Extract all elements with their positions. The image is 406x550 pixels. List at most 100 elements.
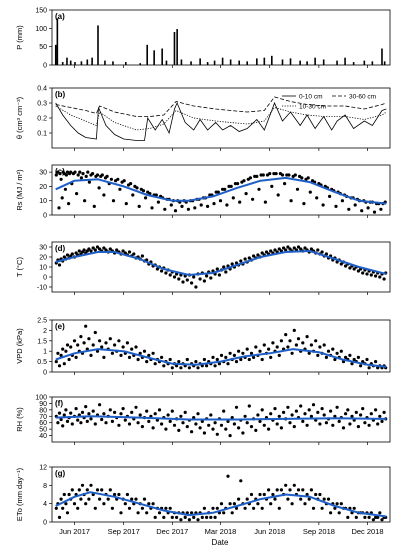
data-point-26 <box>100 345 104 349</box>
data-point-109 <box>277 414 281 418</box>
data-point-17 <box>82 248 86 252</box>
data-point-51 <box>153 412 157 416</box>
precip-bar-9 <box>97 25 99 65</box>
data-point-85 <box>226 362 230 366</box>
data-point-43 <box>136 357 140 362</box>
data-point-78 <box>211 355 215 359</box>
data-point-18 <box>84 405 88 409</box>
data-point-94 <box>245 497 249 501</box>
data-point-31 <box>110 351 114 355</box>
panel-f-frame <box>51 396 391 443</box>
data-point-25 <box>98 247 102 251</box>
data-point-120 <box>301 341 305 345</box>
data-point-13 <box>76 343 80 347</box>
x-axis-label: Date <box>212 538 229 547</box>
precip-bar-5 <box>74 62 76 65</box>
panel-a-frame <box>51 9 391 66</box>
data-point-105 <box>269 249 273 253</box>
data-point-93 <box>227 184 231 188</box>
data-point-117 <box>294 343 298 347</box>
data-point-138 <box>339 349 343 353</box>
data-point-74 <box>202 279 206 283</box>
data-point-52 <box>155 267 159 271</box>
data-point-3 <box>59 417 63 422</box>
precip-bar-20 <box>180 59 183 65</box>
trend-line <box>55 250 387 276</box>
panel-a: (a) 0 50 100 150 P (mm) <box>15 8 391 70</box>
data-point-30 <box>108 247 112 251</box>
precip-bar-22 <box>199 58 201 65</box>
data-point-25 <box>98 339 102 343</box>
data-point-155 <box>360 209 364 213</box>
data-point-45 <box>140 425 144 429</box>
data-point-48 <box>147 502 151 506</box>
data-point-67 <box>187 366 191 370</box>
data-point-1 <box>56 421 60 425</box>
data-point-134 <box>315 196 319 200</box>
data-point-53 <box>157 511 162 515</box>
data-point-144 <box>352 357 356 362</box>
data-point-146 <box>340 199 344 203</box>
data-point-48 <box>131 193 135 197</box>
data-point-42 <box>134 405 138 409</box>
data-point-128 <box>318 422 322 426</box>
data-point-146 <box>356 269 360 273</box>
data-point-98 <box>238 200 242 204</box>
data-point-88 <box>232 353 236 357</box>
data-point-4 <box>61 506 65 510</box>
data-point-55 <box>162 515 166 520</box>
data-point-142 <box>348 422 352 426</box>
data-point-22 <box>91 343 95 347</box>
data-point-30 <box>95 173 100 177</box>
data-point-5 <box>62 492 66 497</box>
data-point-20 <box>87 337 91 341</box>
data-point-11 <box>72 502 77 506</box>
data-point-21 <box>89 353 93 357</box>
precip-bar-41 <box>363 60 366 65</box>
data-point-60 <box>156 200 160 204</box>
data-point-74 <box>202 431 206 435</box>
data-point-59 <box>170 366 174 370</box>
data-point-58 <box>168 273 172 277</box>
data-point-27 <box>102 412 106 416</box>
precip-bar-27 <box>238 60 240 65</box>
data-point-109 <box>277 506 281 510</box>
data-point-4 <box>59 177 63 181</box>
precip-bar-29 <box>256 58 258 65</box>
data-point-17 <box>75 192 79 196</box>
data-point-63 <box>179 366 183 370</box>
data-point-51 <box>153 362 157 366</box>
data-point-124 <box>309 247 313 251</box>
data-point-39 <box>111 199 116 203</box>
data-point-93 <box>243 414 247 418</box>
data-point-112 <box>284 483 288 487</box>
data-point-25 <box>98 403 102 407</box>
data-point-97 <box>252 355 256 359</box>
data-point-96 <box>233 182 237 186</box>
data-point-2 <box>57 263 62 267</box>
data-point-155 <box>376 366 380 370</box>
data-point-142 <box>348 266 352 270</box>
data-point-54 <box>144 196 148 200</box>
data-point-127 <box>300 176 304 180</box>
data-point-109 <box>261 173 265 177</box>
precip-bar-34 <box>299 60 301 65</box>
data-point-60 <box>172 275 177 279</box>
data-point-79 <box>213 515 217 520</box>
data-point-106 <box>271 492 275 497</box>
data-point-104 <box>267 488 271 492</box>
data-point-154 <box>374 274 378 278</box>
data-point-32 <box>113 343 117 347</box>
panel-d-label: (d) <box>55 244 66 253</box>
data-point-96 <box>249 492 254 497</box>
data-point-37 <box>123 418 127 422</box>
data-point-62 <box>177 277 181 281</box>
panel-b-ytick-label-0: 0.1 <box>37 131 47 138</box>
data-point-110 <box>279 426 283 430</box>
data-point-137 <box>321 203 325 207</box>
data-point-93 <box>243 506 247 510</box>
data-point-87 <box>230 511 234 515</box>
data-point-80 <box>215 506 219 510</box>
data-point-45 <box>140 506 144 510</box>
data-point-114 <box>288 247 292 251</box>
